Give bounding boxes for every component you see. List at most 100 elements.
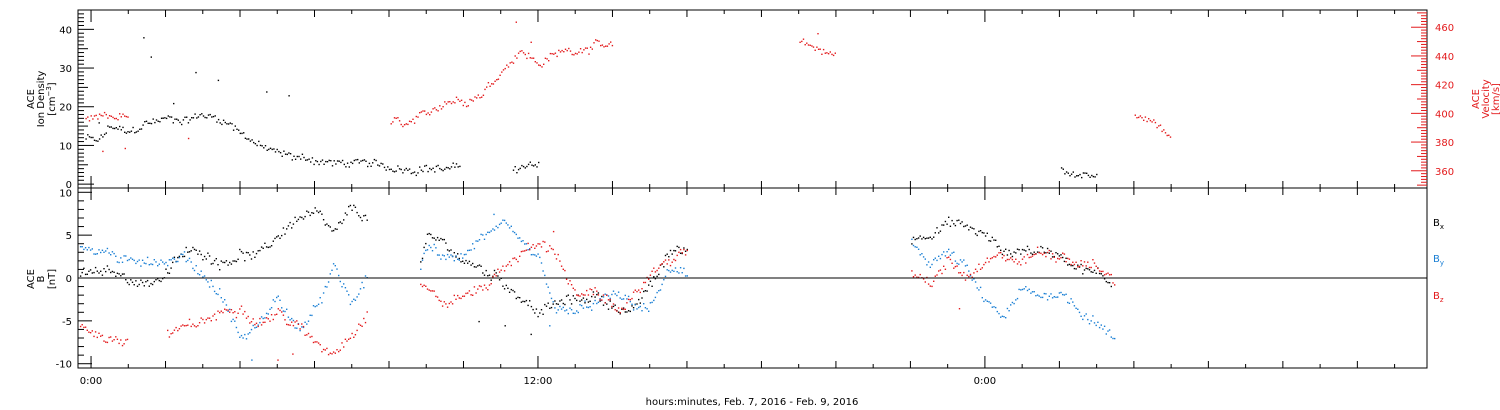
by-point: [483, 238, 486, 240]
ion-density-point: [130, 130, 133, 132]
by-point: [582, 307, 585, 309]
bz-point: [535, 245, 538, 247]
by-point: [235, 326, 238, 329]
by-point: [294, 327, 296, 329]
by-point: [1011, 301, 1014, 304]
bx-point: [1072, 264, 1074, 267]
velocity-point: [1143, 119, 1145, 121]
bx-point: [1021, 248, 1024, 251]
velocity-point: [462, 104, 464, 107]
velocity-point: [102, 150, 104, 153]
bx-point: [83, 267, 85, 269]
by-point: [448, 256, 450, 258]
by-point: [480, 233, 482, 236]
ion-density-point: [303, 156, 305, 159]
ion-density-point: [191, 117, 193, 119]
velocity-point: [558, 49, 560, 52]
by-point: [949, 254, 952, 256]
bx-point: [674, 250, 677, 252]
bx-point: [525, 299, 528, 302]
bz-point: [126, 338, 129, 341]
velocity-point: [487, 82, 490, 84]
velocity-point: [449, 101, 451, 103]
by-point: [224, 299, 226, 301]
by-point: [287, 316, 290, 318]
by-point: [361, 281, 363, 284]
bz-point: [954, 265, 957, 268]
by-point: [317, 303, 320, 305]
velocity-point: [496, 79, 498, 81]
ion-density-point: [538, 161, 540, 164]
bz-point: [602, 294, 605, 296]
ion-density-point: [340, 161, 342, 164]
bx-point: [988, 240, 990, 242]
by-point: [924, 258, 926, 260]
bx-point: [281, 234, 283, 237]
bz-point: [622, 308, 625, 311]
ion-density-point: [372, 162, 374, 164]
ion-density-point: [385, 169, 387, 171]
by-point: [1055, 296, 1057, 298]
velocity-point: [578, 51, 580, 53]
bx-point: [503, 288, 506, 290]
bx-point: [1073, 267, 1076, 270]
velocity-point: [515, 21, 517, 23]
bz-point: [208, 317, 211, 319]
by-point: [669, 271, 672, 273]
bz-point: [462, 295, 464, 297]
by-point: [537, 253, 539, 255]
bz-point: [240, 305, 243, 307]
by-point: [1005, 317, 1007, 319]
by-point: [141, 259, 144, 261]
by-point: [438, 254, 440, 256]
ion-density-point: [377, 164, 379, 166]
bottom-left-tick-label: 5: [66, 231, 72, 242]
by-point: [654, 296, 657, 299]
bx-point: [441, 238, 444, 241]
bx-point: [165, 268, 167, 270]
bx-point: [193, 248, 196, 251]
by-point: [926, 264, 928, 266]
ion-density-point: [368, 162, 371, 165]
by-point: [336, 268, 338, 270]
by-point: [150, 263, 152, 265]
bx-point: [669, 249, 672, 252]
velocity-point: [417, 116, 419, 118]
top-ylabel-unit: [cm−3]: [45, 82, 58, 115]
by-point: [198, 274, 201, 276]
bx-point: [547, 302, 549, 304]
ion-density-point: [316, 160, 319, 163]
by-point: [629, 300, 631, 303]
bz-point: [250, 321, 253, 323]
bz-point: [436, 296, 439, 298]
bx-point: [576, 299, 578, 302]
by-point: [227, 310, 229, 312]
by-point: [208, 286, 211, 288]
bx-point: [1110, 285, 1112, 288]
bx-point: [363, 215, 365, 217]
velocity-point: [534, 61, 536, 63]
velocity-point: [809, 44, 811, 46]
ion-density-point: [514, 166, 516, 168]
bz-point: [911, 270, 913, 272]
bz-point: [205, 318, 207, 321]
velocity-point: [1146, 120, 1148, 123]
bz-point: [1045, 255, 1047, 258]
bz-point: [282, 314, 285, 316]
by-point: [115, 255, 117, 257]
bz-point: [976, 270, 978, 273]
bx-point: [617, 311, 620, 313]
bz-point: [639, 291, 641, 294]
bx-point: [150, 282, 152, 285]
ion-density-point: [143, 37, 145, 39]
bz-point: [212, 315, 214, 317]
ion-density-point: [142, 124, 144, 126]
bz-point: [554, 253, 556, 255]
bx-point: [287, 225, 290, 227]
bz-point: [545, 251, 548, 253]
ion-density-point: [88, 136, 91, 138]
ion-density-point: [181, 123, 183, 126]
bx-point: [602, 304, 605, 306]
bz-point: [917, 276, 920, 279]
ion-density-point: [301, 153, 304, 155]
